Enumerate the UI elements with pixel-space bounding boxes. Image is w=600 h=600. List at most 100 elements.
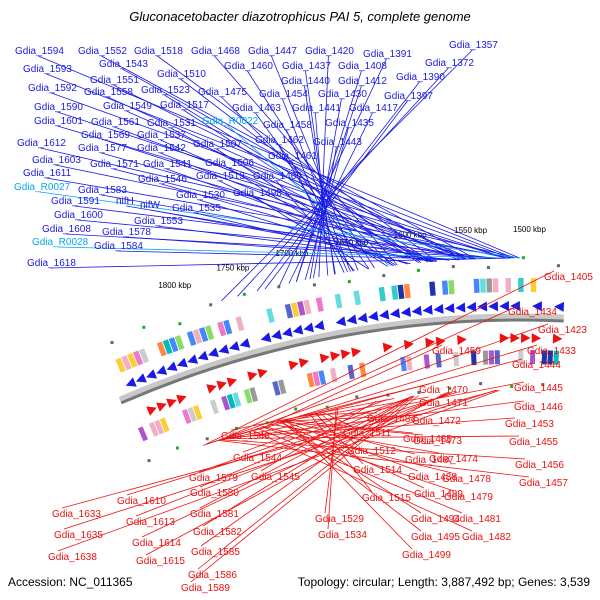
upper-gene-label: Gdia_1569 [81, 130, 130, 141]
lower-gene-label: Gdia_1485 [403, 434, 452, 445]
upper-gene-connector [221, 96, 393, 266]
reverse-cog-band [243, 388, 253, 404]
upper-gene-label: Gdia_1571 [90, 159, 139, 170]
upper-gene-connector [166, 168, 431, 263]
lower-gene-connector [61, 389, 498, 509]
lower-gene-connector [261, 426, 455, 492]
upper-gene-label: Gdia_1535 [172, 203, 221, 214]
lower-gene-label: Gdia_1610 [117, 496, 166, 507]
rna-feature [479, 382, 483, 386]
reverse-gene-arrow [521, 333, 531, 343]
reverse-gene-arrow [319, 353, 330, 364]
rna-feature [556, 264, 560, 268]
upper-gene-label: Gdia_1592 [28, 83, 77, 94]
lower-gene-label: Gdia_1615 [136, 556, 185, 567]
upper-gene-label: Gdia_1558 [84, 87, 133, 98]
reverse-cog-band [221, 395, 231, 411]
upper-gene-label: Gdia_1397 [384, 91, 433, 102]
upper-gene-label: Gdia_1549 [103, 101, 152, 112]
reverse-gene-arrow [298, 358, 309, 368]
reverse-cog-band [423, 354, 430, 369]
forward-cog-band [448, 280, 455, 295]
kbp-tick-label: 1750 kbp [216, 264, 249, 273]
forward-cog-band [518, 278, 524, 292]
upper-gene-label: Gdia_1530 [176, 190, 225, 201]
upper-gene-label: Gdia_1518 [134, 46, 183, 57]
lower-gene-connector [198, 395, 414, 473]
lower-gene-label: Gdia_1585 [191, 547, 240, 558]
lower-gene-connector [242, 399, 388, 453]
upper-gene-label: Gdia_1553 [134, 216, 183, 227]
lower-gene-label: Gdia_1515 [362, 493, 411, 504]
reverse-cog-band [209, 399, 219, 415]
lower-gene-connector [327, 408, 337, 530]
forward-cog-band [115, 357, 126, 373]
rna-feature [521, 256, 525, 260]
reverse-gene-arrow [216, 380, 227, 391]
forward-cog-band [217, 321, 227, 337]
reverse-gene-arrow [206, 384, 217, 394]
upper-gene-connector [57, 111, 507, 259]
upper-gene-label: Gdia_1608 [42, 224, 91, 235]
lower-gene-label: Gdia_1405 [544, 272, 593, 283]
upper-gene-connector [264, 100, 408, 290]
lower-gene-connector [314, 412, 364, 465]
forward-cog-band [397, 284, 405, 300]
reverse-cog-band [181, 409, 192, 424]
reverse-cog-band [249, 387, 259, 402]
forward-cog-band [353, 290, 361, 306]
forward-cog-band [429, 281, 436, 296]
upper-gene-label: Gdia_R0028 [32, 237, 89, 248]
reverse-cog-band [187, 407, 197, 422]
forward-cog-band [168, 337, 179, 353]
lower-gene-connector [285, 419, 414, 434]
forward-cog-band [204, 325, 215, 341]
upper-gene-label: Gdia_1507 [193, 139, 242, 150]
genome-backbone [120, 318, 564, 405]
lower-gene-label: Gdia_1444 [512, 360, 561, 371]
rna-feature [510, 385, 514, 388]
reverse-gene-arrow [247, 371, 258, 382]
reverse-gene-arrow [510, 333, 520, 343]
rna-feature [242, 292, 246, 296]
upper-gene-label: Gdia_1506 [205, 158, 254, 169]
reverse-cog-band [470, 351, 477, 366]
upper-gene-label: Gdia_1591 [51, 196, 100, 207]
reverse-cog-band [318, 370, 327, 385]
reverse-gene-arrow [226, 377, 238, 388]
upper-gene-connector [237, 67, 449, 297]
reverse-cog-band [278, 379, 287, 395]
upper-gene-connector [113, 168, 468, 260]
upper-gene-label: Gdia_1460 [224, 61, 273, 72]
upper-gene-label: Gdia_1600 [54, 210, 103, 221]
upper-gene-label: Gdia_1594 [15, 46, 64, 57]
lower-gene-connector [63, 389, 496, 530]
upper-gene-connector [256, 81, 420, 292]
forward-gene-arrow [554, 301, 564, 312]
upper-gene-label: Gdia_1583 [78, 185, 127, 196]
upper-gene-label: Gdia_1552 [78, 46, 127, 57]
accession-label: Accession: NC_011365 [8, 575, 133, 589]
rna-feature [147, 459, 151, 463]
upper-gene-label: Gdia_1541 [143, 159, 192, 170]
lower-gene-connector [230, 398, 395, 431]
reverse-cog-band [154, 419, 165, 435]
rna-feature [541, 383, 545, 387]
lower-gene-label: Gdia_1455 [509, 437, 558, 448]
kbp-tick-label: 1650 kbp [335, 238, 368, 247]
upper-gene-label: Gdia_1463 [232, 103, 281, 114]
forward-gene-arrow [292, 324, 304, 335]
upper-gene-label: Gdia_1390 [396, 72, 445, 83]
upper-gene-label: nifH [116, 196, 134, 207]
upper-gene-label: Gdia_1611 [23, 168, 72, 179]
forward-gene-arrow [176, 357, 188, 368]
upper-gene-label: Gdia_1531 [147, 118, 196, 129]
lower-gene-connector [213, 344, 538, 443]
lower-gene-label: Gdia_1582 [193, 527, 242, 538]
rna-feature [451, 265, 455, 269]
lower-gene-label: Gdia_1478 [442, 474, 491, 485]
reverse-cog-band [159, 417, 170, 433]
reverse-gene-arrow [340, 349, 351, 360]
upper-gene-label: Gdia_1546 [138, 174, 187, 185]
forward-cog-band [266, 308, 275, 323]
